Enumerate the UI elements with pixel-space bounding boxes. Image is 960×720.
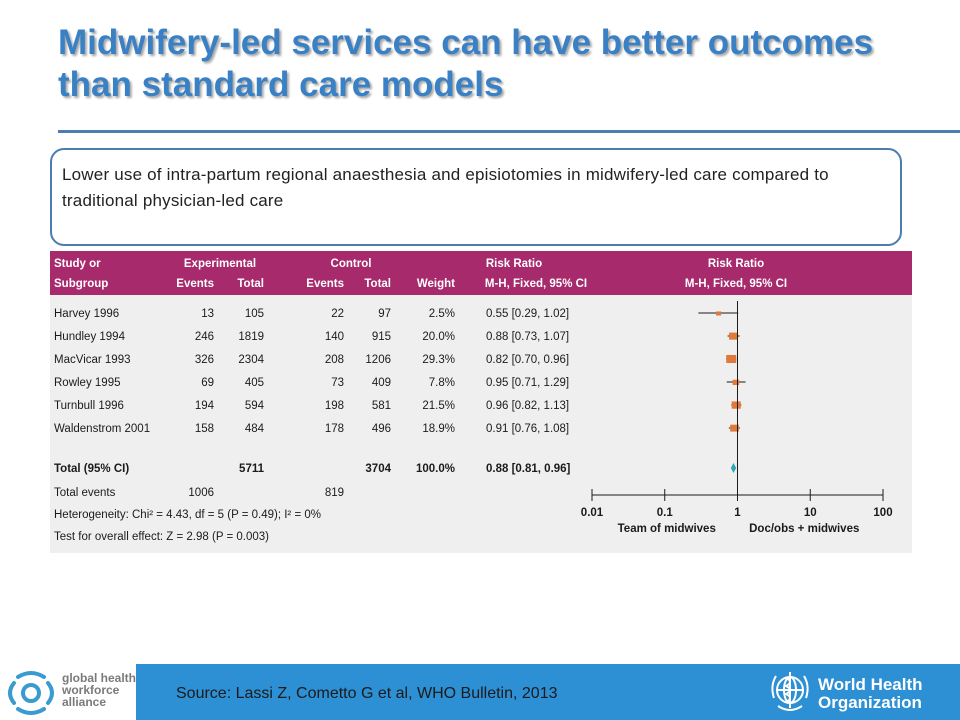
- study-ctl-events: 140: [325, 331, 344, 343]
- heterogeneity-text: Heterogeneity: Chi² = 4.43, df = 5 (P = …: [54, 509, 321, 521]
- study-exp-events: 158: [195, 423, 214, 435]
- study-exp-events: 246: [195, 331, 214, 343]
- x-tick-label: 0.01: [581, 507, 604, 519]
- favours-left-label: Team of midwives: [618, 523, 716, 535]
- total-diamond: [730, 463, 737, 473]
- study-marker: [732, 379, 740, 385]
- study-exp-events: 194: [195, 400, 215, 412]
- favours-right-label: Doc/obs + midwives: [749, 523, 859, 535]
- gha-logo-line-3: alliance: [62, 695, 107, 709]
- study-ctl-events: 178: [325, 423, 344, 435]
- x-tick-label: 100: [873, 507, 892, 519]
- header-weight: Weight: [417, 278, 455, 290]
- footer-bar: [136, 664, 960, 720]
- header-control: Control: [331, 258, 372, 270]
- header-risk-ratio-ci: Risk Ratio: [486, 258, 542, 270]
- header-exp-events: Events: [176, 278, 214, 290]
- study-ctl-events: 73: [331, 377, 344, 389]
- total-events-ctl: 819: [325, 487, 344, 499]
- study-weight: 7.8%: [429, 377, 455, 389]
- study-exp-total: 105: [245, 308, 264, 320]
- title-divider: [58, 130, 960, 133]
- study-exp-total: 2304: [238, 354, 264, 366]
- total-name: Total (95% CI): [54, 463, 129, 475]
- study-ctl-total: 581: [372, 400, 391, 412]
- forest-plot-panel: Study or Experimental Control Risk Ratio…: [50, 251, 912, 553]
- study-ctl-total: 496: [372, 423, 391, 435]
- overall-effect-text: Test for overall effect: Z = 2.98 (P = 0…: [54, 531, 269, 543]
- gha-logo-icon: [8, 671, 54, 715]
- study-exp-events: 326: [195, 354, 214, 366]
- study-marker: [730, 424, 739, 432]
- header-exp-total: Total: [237, 278, 264, 290]
- study-ci-text: 0.96 [0.82, 1.13]: [486, 400, 569, 412]
- study-ctl-total: 915: [372, 331, 391, 343]
- x-tick-label: 1: [734, 507, 741, 519]
- header-experimental: Experimental: [184, 258, 256, 270]
- study-ci-text: 0.88 [0.73, 1.07]: [486, 331, 569, 343]
- gha-logo-line-2: workforce: [62, 683, 120, 697]
- gha-logo-text: global health workforce alliance: [62, 672, 136, 708]
- slide-title: Midwifery-led services can have better o…: [58, 23, 874, 104]
- study-marker: [716, 311, 722, 316]
- study-ctl-events: 198: [325, 400, 344, 412]
- study-marker: [729, 332, 738, 340]
- study-ctl-events: 22: [331, 308, 344, 320]
- study-ci-text: 0.91 [0.76, 1.08]: [486, 423, 569, 435]
- study-name: Rowley 1995: [54, 377, 120, 389]
- footer: [0, 664, 960, 720]
- study-ctl-events: 208: [325, 354, 344, 366]
- study-name: Harvey 1996: [54, 308, 119, 320]
- callout-text: Lower use of intra-partum regional anaes…: [62, 165, 829, 210]
- header-mh-fixed-plot: M-H, Fixed, 95% CI: [685, 278, 787, 290]
- header-study-or: Study or: [54, 258, 101, 270]
- study-name: Turnbull 1996: [54, 400, 124, 412]
- study-ctl-total: 97: [378, 308, 391, 320]
- header-ctl-events: Events: [306, 278, 344, 290]
- header-risk-ratio-plot: Risk Ratio: [708, 258, 764, 270]
- total-exp-total: 5711: [239, 463, 265, 475]
- header-subgroup: Subgroup: [54, 278, 108, 290]
- who-logo-text: World Health Organization: [818, 676, 923, 712]
- study-exp-events: 13: [201, 308, 214, 320]
- study-ci-text: 0.95 [0.71, 1.29]: [486, 377, 569, 389]
- who-logo-line-2: Organization: [818, 693, 922, 712]
- total-events-exp: 1006: [188, 487, 214, 499]
- header-ctl-total: Total: [364, 278, 391, 290]
- study-name: Hundley 1994: [54, 331, 126, 343]
- gha-logo-line-1: global health: [62, 671, 137, 685]
- study-exp-total: 484: [245, 423, 265, 435]
- study-ci-text: 0.82 [0.70, 0.96]: [486, 354, 569, 366]
- study-marker: [731, 401, 741, 409]
- study-exp-total: 594: [245, 400, 265, 412]
- study-name: MacVicar 1993: [54, 354, 131, 366]
- forest-plot: Study or Experimental Control Risk Ratio…: [50, 251, 912, 543]
- study-name: Waldenstrom 2001: [54, 423, 150, 435]
- source-citation: Source: Lassi Z, Cometto G et al, WHO Bu…: [176, 685, 558, 702]
- study-weight: 29.3%: [422, 354, 455, 366]
- callout-box: [50, 148, 902, 246]
- study-weight: 18.9%: [422, 423, 455, 435]
- header-mh-fixed-ci: M-H, Fixed, 95% CI: [485, 278, 587, 290]
- study-exp-total: 1819: [238, 331, 264, 343]
- x-tick-label: 10: [804, 507, 817, 519]
- total-ci-text: 0.88 [0.81, 0.96]: [486, 463, 571, 475]
- x-tick-label: 0.1: [657, 507, 674, 519]
- who-emblem-icon: [771, 672, 809, 711]
- total-ctl-total: 3704: [365, 463, 391, 475]
- study-ci-text: 0.55 [0.29, 1.02]: [486, 308, 569, 320]
- study-marker: [726, 354, 737, 364]
- study-exp-total: 405: [245, 377, 264, 389]
- total-weight: 100.0%: [416, 463, 455, 475]
- study-weight: 21.5%: [422, 400, 455, 412]
- study-exp-events: 69: [201, 377, 214, 389]
- study-weight: 2.5%: [429, 308, 455, 320]
- study-ctl-total: 409: [372, 377, 391, 389]
- who-logo-line-1: World Health: [818, 675, 923, 694]
- study-weight: 20.0%: [422, 331, 455, 343]
- header-bar: [50, 251, 912, 295]
- total-events-label: Total events: [54, 487, 116, 499]
- study-ctl-total: 1206: [365, 354, 391, 366]
